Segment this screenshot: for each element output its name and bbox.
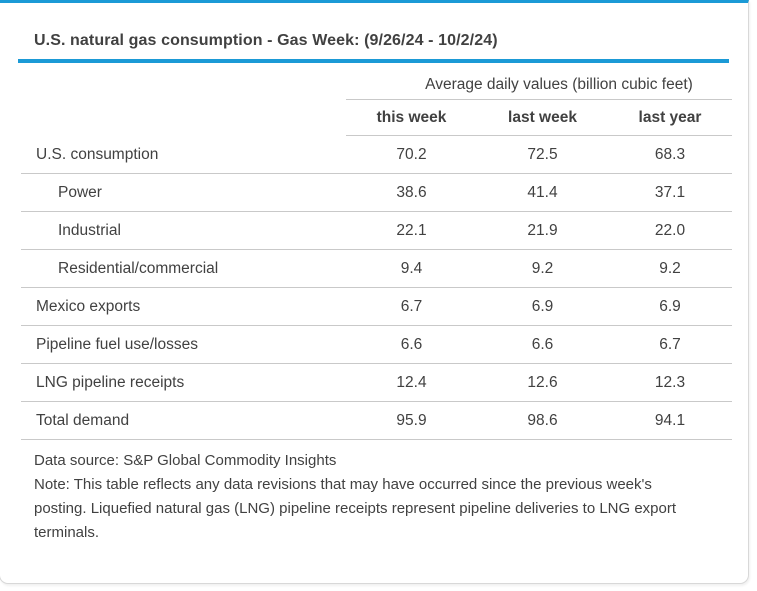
gas-week-report-card: U.S. natural gas consumption - Gas Week:… [0,0,749,584]
table-row: Mexico exports 6.7 6.9 6.9 [21,288,732,326]
units-header: Average daily values (billion cubic feet… [425,76,693,93]
row-label: Residential/commercial [58,259,219,277]
table-row: LNG pipeline receipts 12.4 12.6 12.3 [21,364,732,402]
row-label: U.S. consumption [36,145,159,163]
row-label: LNG pipeline receipts [36,373,185,391]
table-footnotes: Data source: S&P Global Commodity Insigh… [34,449,706,545]
row-value-last-year: 22.0 [654,221,686,239]
revision-note: Note: This table reflects any data revis… [34,476,677,541]
row-value-last-week: 98.6 [527,411,558,429]
row-value-last-year: 94.1 [654,411,686,429]
table-row: Pipeline fuel use/losses 6.6 6.6 6.7 [21,326,732,364]
table-body: U.S. consumption 70.2 72.5 68.3 Power 38… [21,136,732,440]
row-value-this-week: 95.9 [396,411,427,429]
data-source-note: Data source: S&P Global Commodity Insigh… [34,452,337,469]
row-value-last-year: 6.9 [659,297,681,315]
table-row: U.S. consumption 70.2 72.5 68.3 [21,136,732,174]
title-underline-rule [18,59,729,63]
column-header-last-week: last week [477,99,608,136]
row-label: Total demand [36,411,130,429]
page-title: U.S. natural gas consumption - Gas Week:… [34,32,498,49]
row-label: Pipeline fuel use/losses [36,335,198,353]
table-row: Total demand 95.9 98.6 94.1 [21,402,732,440]
row-value-this-week: 6.7 [400,297,423,315]
row-value-last-week: 6.6 [531,335,554,353]
header-spacer [21,99,346,136]
row-value-this-week: 9.4 [400,259,423,277]
row-label: Power [58,183,102,201]
table-row: Power 38.6 41.4 37.1 [21,174,732,212]
row-value-last-week: 6.9 [531,297,554,315]
units-header-row: Average daily values (billion cubic feet… [21,63,732,99]
row-value-last-year: 9.2 [659,259,681,277]
row-value-last-week: 21.9 [527,221,558,239]
row-value-this-week: 12.4 [396,373,427,391]
row-value-last-year: 68.3 [654,145,686,163]
column-header-this-week: this week [346,99,477,136]
row-value-this-week: 22.1 [396,221,427,239]
row-value-last-week: 9.2 [531,259,554,277]
row-value-this-week: 70.2 [396,145,427,163]
row-value-last-week: 12.6 [527,373,558,391]
table-header-row: this week last week last year [21,99,732,136]
table-row: Residential/commercial 9.4 9.2 9.2 [21,250,732,288]
row-label: Mexico exports [36,297,141,315]
column-header-last-year: last year [608,99,732,136]
row-value-last-year: 37.1 [654,183,686,201]
row-value-last-week: 72.5 [527,145,558,163]
row-value-last-year: 12.3 [654,373,686,391]
row-value-this-week: 38.6 [396,183,427,201]
row-value-last-week: 41.4 [527,183,558,201]
row-label: Industrial [58,221,121,239]
row-value-this-week: 6.6 [400,335,423,353]
row-value-last-year: 6.7 [659,335,681,353]
table-row: Industrial 22.1 21.9 22.0 [21,212,732,250]
consumption-table: Average daily values (billion cubic feet… [21,63,732,440]
